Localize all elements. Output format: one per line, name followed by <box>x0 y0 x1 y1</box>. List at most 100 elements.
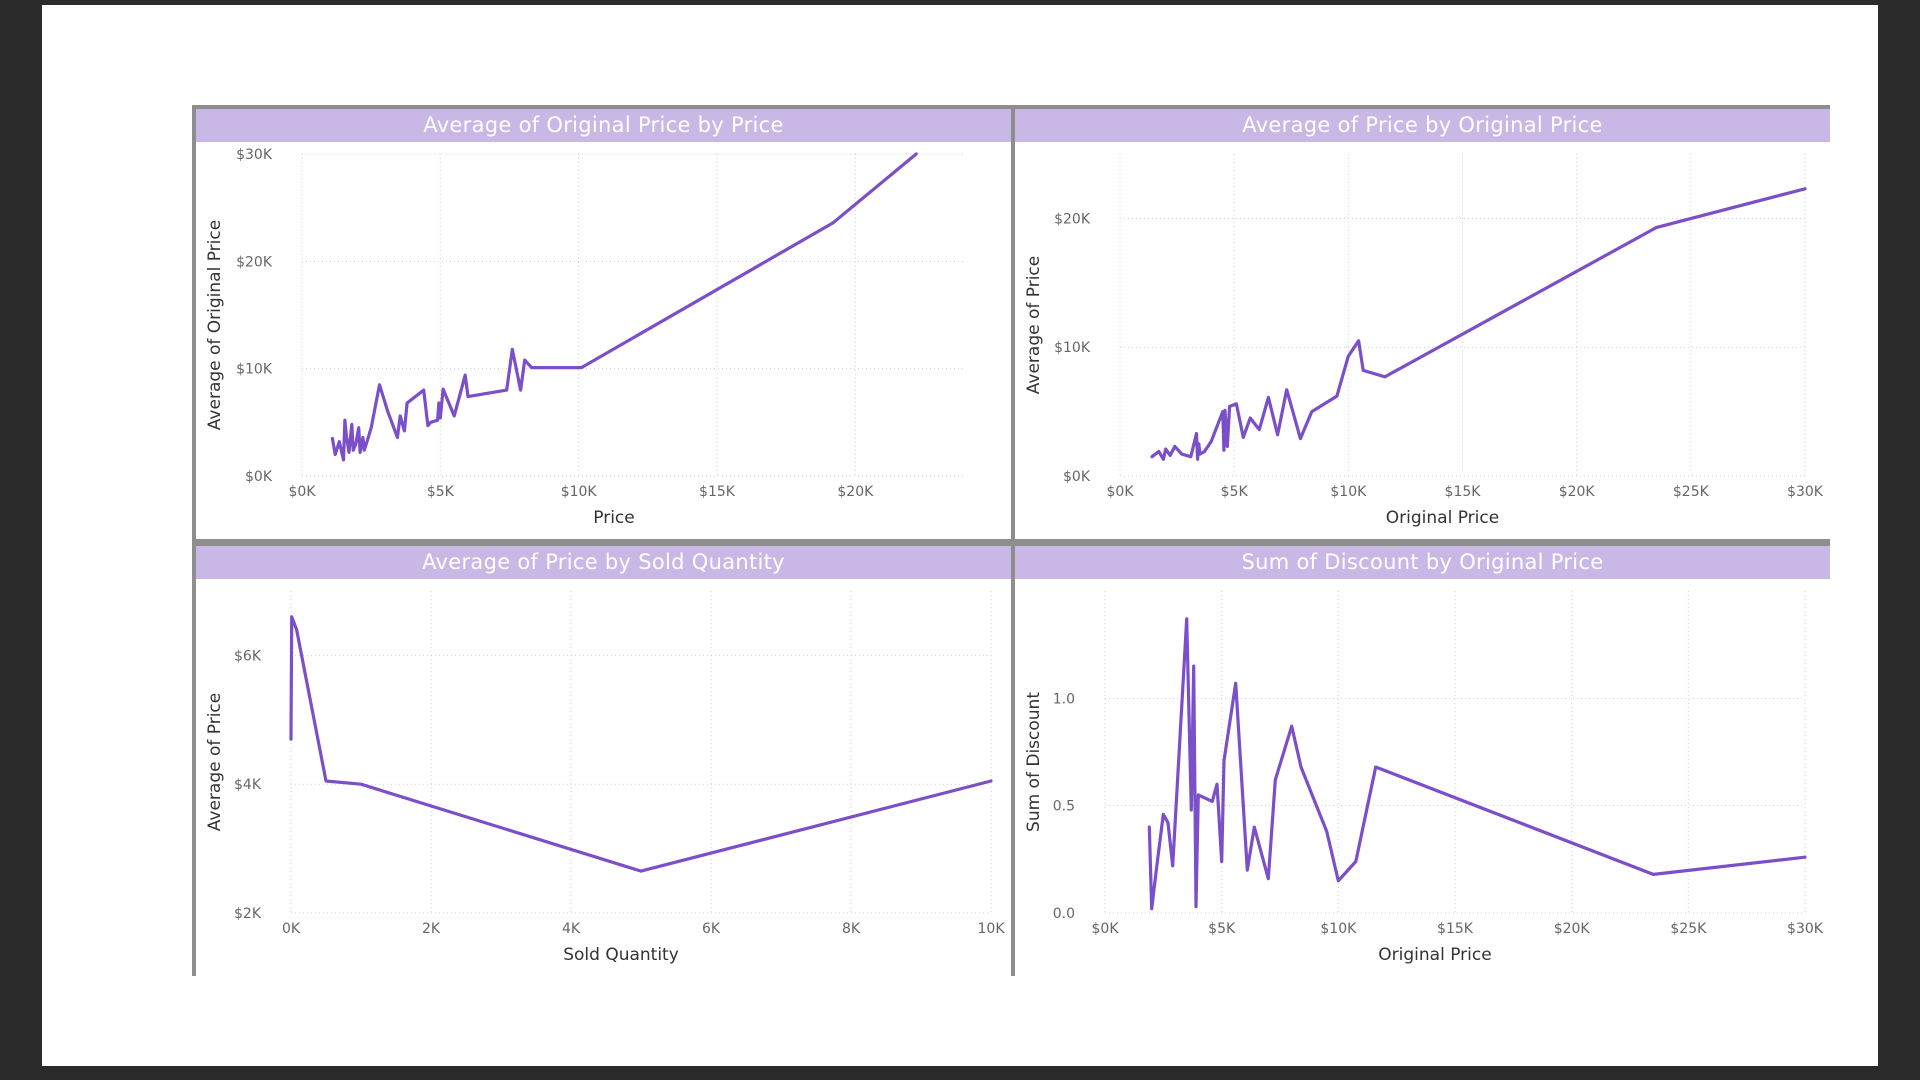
data-point <box>1228 405 1231 408</box>
data-point <box>1150 907 1153 910</box>
data-point <box>1383 375 1387 379</box>
data-point <box>386 410 389 413</box>
chart-panel-discount-by-original[interactable]: Sum of Discount by Original Price $0K $5K… <box>1015 546 1830 976</box>
chart-panel-original-by-price[interactable]: Average of Original Price by Price $0K $5… <box>196 109 1011 539</box>
data-point <box>1248 416 1252 420</box>
chart-panel-price-by-sold-quantity[interactable]: Average of Price by Sold Quantity 0K 2K 4K… <box>196 546 1011 976</box>
data-point <box>343 418 347 422</box>
data-point <box>1357 339 1360 342</box>
data-point <box>1195 432 1198 435</box>
data-point <box>1173 445 1176 448</box>
data-point <box>1226 445 1229 448</box>
data-point <box>1148 825 1151 829</box>
data-point <box>1310 410 1313 413</box>
data-point <box>363 449 366 452</box>
y-axis-title: Sum of Discount <box>1024 692 1044 832</box>
x-tick-label: $30K <box>1787 921 1824 937</box>
data-point <box>1223 409 1227 412</box>
data-point <box>1180 452 1183 456</box>
y-tick-label: 0.0 <box>1053 906 1075 922</box>
data-point <box>422 388 425 392</box>
data-point <box>426 424 430 427</box>
x-axis-title: Price <box>593 508 634 528</box>
data-point <box>580 366 583 369</box>
data-point <box>350 423 353 426</box>
data-point <box>466 395 470 398</box>
data-point <box>1267 396 1270 399</box>
data-point <box>1253 825 1256 829</box>
data-point <box>1337 879 1340 882</box>
data-point <box>351 449 355 452</box>
data-point <box>1803 187 1807 190</box>
data-point <box>1194 905 1198 908</box>
series-line <box>1147 617 1807 911</box>
data-point <box>1197 793 1200 797</box>
x-tick-label: $25K <box>1673 484 1710 500</box>
y-tick-label: 0.5 <box>1053 799 1075 815</box>
y-tick-label: $0K <box>245 469 273 485</box>
data-point <box>342 458 345 462</box>
y-tick-label: $2K <box>234 906 262 922</box>
data-point <box>289 737 293 741</box>
x-tick-label: $20K <box>1559 484 1596 500</box>
data-point <box>1203 450 1206 453</box>
y-tick-label: $30K <box>236 147 273 163</box>
data-point <box>989 779 993 783</box>
x-tick-label: $0K <box>1092 921 1120 937</box>
data-point <box>338 440 341 443</box>
x-tick-label: $5K <box>427 484 455 500</box>
data-point <box>1299 765 1303 769</box>
data-point <box>915 152 918 156</box>
data-point <box>436 418 439 422</box>
data-point <box>464 373 467 377</box>
chart-title: Average of Original Price by Price <box>196 109 1011 142</box>
data-point <box>1276 433 1279 436</box>
data-point <box>1325 830 1328 833</box>
data-point <box>1190 808 1193 812</box>
data-point <box>1189 455 1192 458</box>
chart-svg: $0K $5K $10K $15K $20K $25K $30K 0.0 0.5 1.0 Origi… <box>1024 591 1824 965</box>
report-canvas: Average of Original Price by Price $0K $5… <box>42 5 1878 1066</box>
x-tick-label: $20K <box>1554 921 1591 937</box>
data-point <box>1655 226 1658 229</box>
x-axis-title: Original Price <box>1378 945 1491 965</box>
data-point <box>1185 617 1188 621</box>
y-axis-title: Average of Price <box>1024 256 1044 394</box>
data-point <box>1221 410 1224 413</box>
data-point <box>345 434 348 437</box>
x-tick-label: $15K <box>1437 921 1474 937</box>
data-point <box>396 436 399 439</box>
chart-title: Average of Price by Sold Quantity <box>196 546 1011 579</box>
data-point <box>405 401 409 405</box>
data-point <box>511 348 514 351</box>
data-point <box>832 221 835 224</box>
data-point <box>1222 759 1226 762</box>
data-point <box>1354 860 1358 863</box>
data-point <box>1164 447 1167 451</box>
x-tick-label: 0K <box>282 921 301 937</box>
data-point <box>354 442 358 445</box>
data-point <box>1242 436 1245 439</box>
data-point <box>505 388 508 392</box>
data-point <box>1220 860 1223 863</box>
y-tick-label: $20K <box>1054 211 1091 227</box>
chart-panel-price-by-original[interactable]: Average of Price by Original Price $0K $5… <box>1015 109 1830 539</box>
x-tick-label: $0K <box>1107 484 1135 500</box>
y-tick-label: $10K <box>236 362 273 378</box>
x-tick-label: $30K <box>1787 484 1824 500</box>
x-tick-label: 4K <box>562 921 581 937</box>
data-point <box>1235 402 1238 406</box>
data-point <box>523 358 526 362</box>
data-point <box>1374 765 1377 769</box>
data-point <box>359 783 363 786</box>
data-point <box>429 421 432 424</box>
y-tick-label: $20K <box>236 254 273 270</box>
x-axis-title: Original Price <box>1386 508 1499 528</box>
data-point <box>1258 428 1261 431</box>
data-point <box>369 426 373 429</box>
data-point <box>1171 864 1174 867</box>
x-tick-label: 8K <box>842 921 861 937</box>
data-point <box>1157 450 1161 453</box>
dashboard-grid: Average of Original Price by Price $0K $5… <box>192 105 1830 976</box>
data-point <box>403 429 406 433</box>
